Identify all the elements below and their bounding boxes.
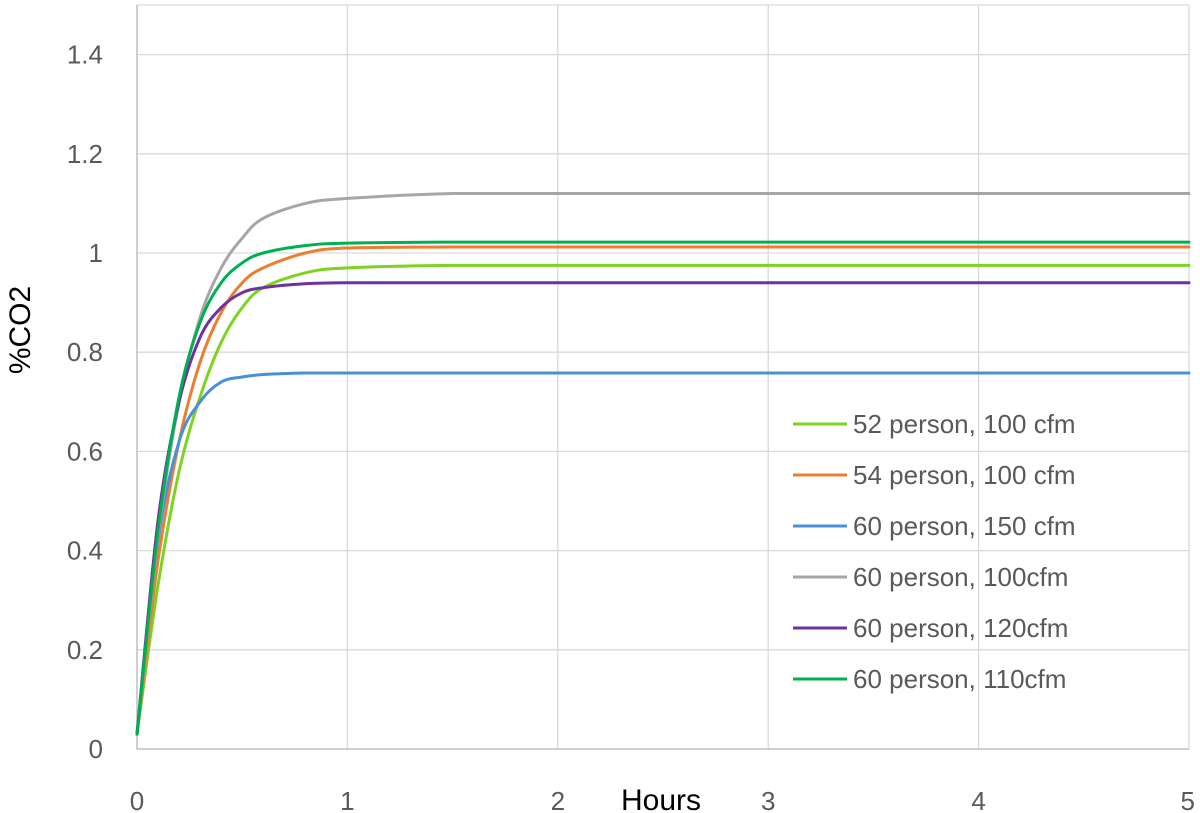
x-axis-title: Hours [621,784,701,813]
legend-label: 60 person, 120cfm [853,613,1068,643]
series-line-3 [135,371,1191,736]
y-tick-label: 1 [89,238,103,268]
y-tick-label: 0.8 [67,337,103,367]
grid [136,4,1190,750]
x-tick-label: 0 [130,786,144,813]
x-tick-label: 1 [340,786,354,813]
x-tick-label: 3 [761,786,775,813]
series-line-6 [135,240,1191,736]
legend-label: 54 person, 100 cfm [853,460,1076,490]
legend: 52 person, 100 cfm 54 person, 100 cfm 60 p… [793,409,1076,694]
x-axis-ticks: 0 1 2 3 4 5 [130,786,1195,813]
legend-label: 52 person, 100 cfm [853,409,1076,439]
legend-item: 60 person, 120cfm [793,613,1068,643]
x-tick-label: 5 [1181,786,1195,813]
legend-item: 60 person, 110cfm [793,664,1066,694]
y-tick-label: 1.2 [67,139,103,169]
y-tick-label: 0.4 [67,536,103,566]
y-axis-title: %CO2 [4,286,37,374]
x-tick-label: 2 [551,786,565,813]
series-line-1 [135,263,1191,736]
legend-label: 60 person, 150 cfm [853,511,1076,541]
y-tick-label: 0.2 [67,635,103,665]
y-tick-label: 0.6 [67,436,103,466]
legend-item: 60 person, 150 cfm [793,511,1076,541]
legend-label: 60 person, 100cfm [853,562,1068,592]
legend-item: 60 person, 100cfm [793,562,1068,592]
y-axis-ticks: 0 0.2 0.4 0.6 0.8 1 1.2 1.4 [67,40,103,764]
legend-item: 54 person, 100 cfm [793,460,1076,490]
legend-label: 60 person, 110cfm [853,664,1066,694]
legend-item: 52 person, 100 cfm [793,409,1076,439]
y-tick-label: 1.4 [67,40,103,70]
series-lines [135,191,1191,736]
x-tick-label: 4 [971,786,985,813]
series-line-2 [135,245,1191,736]
y-tick-label: 0 [89,734,103,764]
